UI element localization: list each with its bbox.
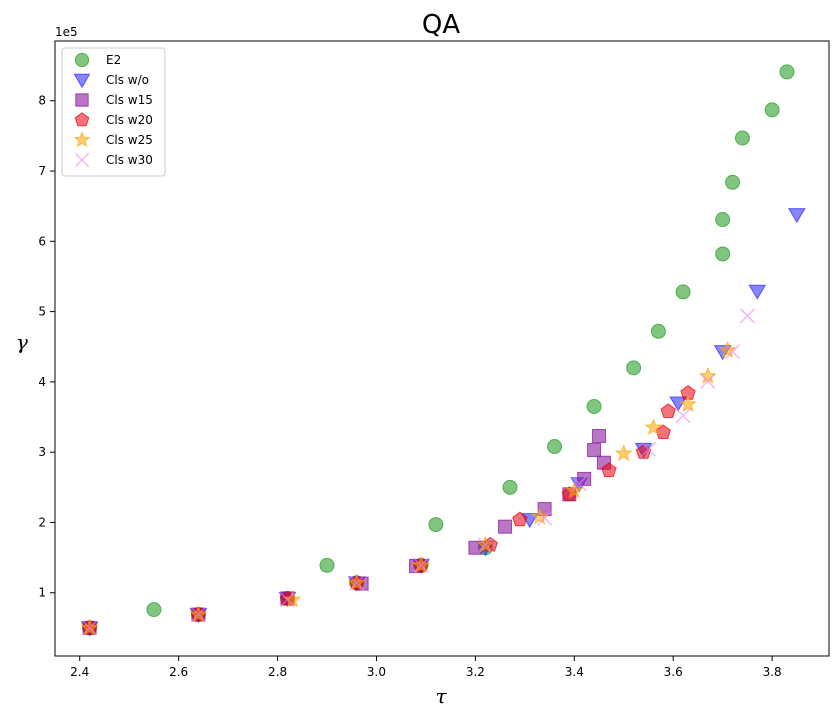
y-tick-label: 6	[38, 234, 46, 248]
legend-entry-label: Cls w30	[106, 153, 153, 167]
data-point	[764, 102, 780, 118]
data-point	[547, 439, 563, 455]
data-point	[700, 373, 716, 389]
x-tick-label: 3.0	[367, 665, 386, 679]
y-tick-label: 2	[38, 515, 46, 529]
legend-marker	[74, 52, 90, 68]
data-point	[279, 592, 295, 608]
data-point	[655, 424, 672, 440]
legend-marker	[75, 93, 89, 107]
y-axis-offset-label: 1e5	[55, 25, 78, 39]
data-point	[498, 519, 513, 534]
data-point	[146, 602, 162, 618]
y-tick-label: 1	[38, 586, 46, 600]
data-point	[586, 398, 602, 414]
series-pentagon	[81, 385, 696, 635]
data-point	[349, 575, 365, 591]
plot-frame	[54, 40, 830, 657]
x-tick-label: 3.6	[664, 665, 683, 679]
data-point	[283, 590, 302, 608]
legend-marker	[74, 112, 90, 127]
data-point	[739, 308, 755, 324]
x-tick-label: 3.4	[565, 665, 584, 679]
x-tick-label: 2.6	[169, 665, 188, 679]
data-point	[644, 418, 663, 436]
data-point	[698, 366, 717, 384]
data-point	[675, 284, 691, 300]
legend: E2 Cls w/o Cls w15 Cls w20 Cls w25 Cls w30	[61, 47, 166, 177]
y-tick-label: 8	[38, 94, 46, 108]
data-point	[190, 607, 206, 623]
data-point	[626, 360, 642, 376]
data-point	[779, 64, 795, 80]
data-point	[413, 557, 429, 573]
data-point	[502, 479, 518, 495]
legend-entry-label: Cls w20	[106, 113, 153, 127]
data-point	[679, 394, 697, 412]
data-point	[587, 443, 602, 458]
data-point	[725, 174, 741, 190]
data-point	[512, 511, 528, 527]
series-x	[82, 308, 755, 636]
y-tick-label: 4	[38, 375, 46, 389]
legend-box	[61, 47, 166, 177]
data-point	[787, 208, 806, 224]
legend-entry-label: E2	[106, 53, 121, 67]
x-tick-label: 2.8	[268, 665, 287, 679]
x-tick-label: 3.2	[466, 665, 485, 679]
legend-marker	[73, 73, 91, 89]
data-point	[319, 557, 335, 573]
data-point	[725, 344, 741, 360]
data-point	[571, 476, 587, 492]
data-point	[675, 408, 691, 424]
legend-entry-label: Cls w15	[106, 93, 153, 107]
x-tick-label: 3.8	[763, 665, 782, 679]
data-point	[601, 462, 617, 478]
series-square	[82, 429, 611, 635]
data-point	[640, 441, 657, 457]
y-tick-label: 7	[38, 164, 46, 178]
data-point	[650, 323, 666, 339]
data-point	[592, 429, 607, 444]
data-point	[428, 517, 444, 533]
data-point	[530, 507, 549, 525]
y-axis-label: γ	[16, 330, 28, 354]
data-point	[660, 403, 676, 418]
data-point	[614, 444, 633, 462]
legend-entry-label: Cls w25	[106, 133, 153, 147]
y-tick-label: 5	[38, 305, 46, 319]
series-triangle-down	[80, 208, 806, 637]
series-circle	[82, 64, 795, 636]
ticks-layer: 2.4 2.6 2.8 3.0 3.2 3.4 3.6 3.8 1 2 3 4 5 6 7 8	[38, 94, 781, 679]
data-point	[82, 620, 98, 636]
legend-marker	[73, 130, 91, 148]
data-point	[715, 246, 731, 262]
data-point	[718, 340, 737, 358]
data-point	[565, 481, 584, 499]
series-star	[80, 340, 737, 636]
legend-marker	[74, 152, 90, 168]
data-point	[537, 510, 553, 526]
points-layer	[80, 64, 806, 637]
data-point	[477, 537, 493, 553]
data-point	[734, 130, 750, 146]
x-axis-label: τ	[435, 684, 447, 708]
data-point	[748, 284, 767, 300]
data-point	[715, 212, 731, 228]
legend-entry-label: Cls w/o	[106, 73, 149, 87]
x-tick-label: 2.4	[70, 665, 89, 679]
y-tick-label: 3	[38, 445, 46, 459]
chart-title: QA	[422, 10, 460, 40]
